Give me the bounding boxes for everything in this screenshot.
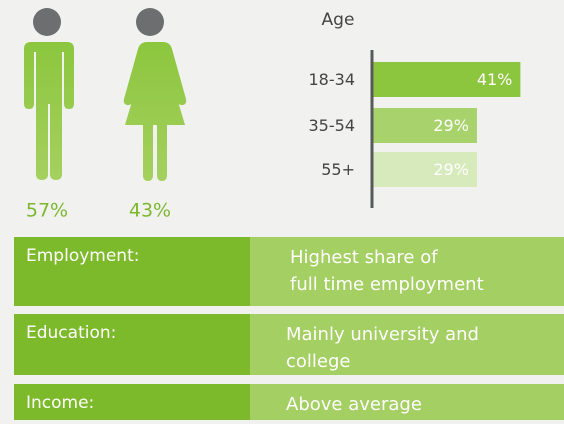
row-text: college [286, 351, 351, 372]
chart-title: Age [322, 10, 355, 30]
gender-label: 43% [129, 200, 171, 222]
value-label: 29% [433, 116, 469, 135]
bar [373, 108, 477, 143]
label-cell [14, 314, 250, 375]
row-text: Highest share of [290, 247, 438, 268]
gender-label: 57% [26, 200, 68, 222]
row-text: Above average [286, 394, 422, 415]
male-icon [24, 8, 74, 180]
value-cell [250, 237, 564, 306]
value-label: 29% [433, 160, 469, 179]
label-cell [14, 384, 250, 420]
bar [373, 152, 477, 187]
row-label: Education: [26, 323, 116, 343]
category-label: 18-34 [309, 70, 356, 89]
category-label: 55+ [321, 160, 355, 179]
value-label: 41% [477, 70, 513, 89]
row-text: Mainly university and [286, 324, 479, 345]
row-text: full time employment [290, 274, 484, 295]
value-cell [250, 314, 564, 375]
row-label: Employment: [26, 246, 139, 266]
label-cell [14, 237, 250, 306]
category-label: 35-54 [309, 116, 356, 135]
value-cell [250, 384, 564, 420]
female-icon [123, 8, 187, 181]
row-label: Income: [26, 393, 94, 413]
bar [373, 62, 521, 97]
